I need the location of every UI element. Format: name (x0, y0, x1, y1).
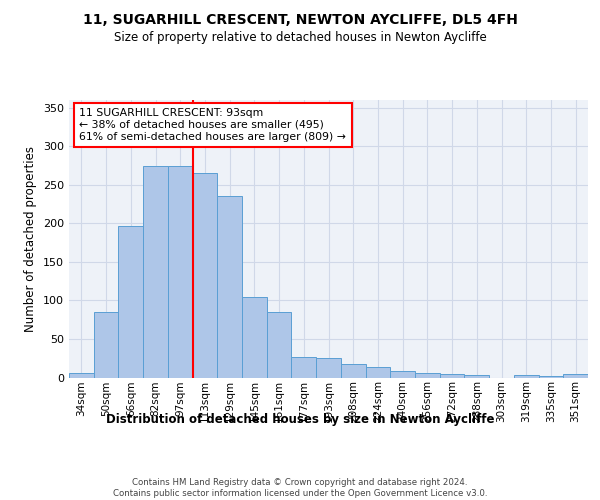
Bar (193, 173, 217, 378)
Bar (341, 364, 365, 378)
Bar (94, 312, 118, 378)
Text: 11, SUGARHILL CRESCENT, NEWTON AYCLIFFE, DL5 4FH: 11, SUGARHILL CRESCENT, NEWTON AYCLIFFE,… (83, 12, 517, 26)
Text: Size of property relative to detached houses in Newton Aycliffe: Size of property relative to detached ho… (113, 31, 487, 44)
Bar (464, 375, 489, 378)
Bar (316, 358, 341, 378)
Bar (118, 226, 143, 378)
Bar (242, 298, 267, 378)
Bar (440, 374, 464, 378)
Text: Distribution of detached houses by size in Newton Aycliffe: Distribution of detached houses by size … (106, 412, 494, 426)
Bar (514, 375, 539, 378)
Bar (563, 374, 588, 378)
Bar (267, 312, 292, 378)
Bar (539, 376, 563, 378)
Bar (365, 366, 390, 378)
Bar (69, 373, 94, 378)
Bar (143, 166, 168, 378)
Bar (390, 372, 415, 378)
Bar (217, 196, 242, 378)
Y-axis label: Number of detached properties: Number of detached properties (25, 146, 37, 332)
Bar (415, 373, 440, 378)
Text: 11 SUGARHILL CRESCENT: 93sqm
← 38% of detached houses are smaller (495)
61% of s: 11 SUGARHILL CRESCENT: 93sqm ← 38% of de… (79, 108, 346, 142)
Text: Contains HM Land Registry data © Crown copyright and database right 2024.
Contai: Contains HM Land Registry data © Crown c… (113, 478, 487, 498)
Bar (168, 166, 193, 378)
Bar (292, 358, 316, 378)
